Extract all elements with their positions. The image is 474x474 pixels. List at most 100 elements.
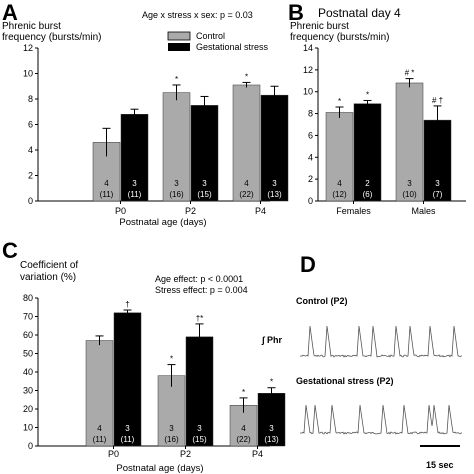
panel-c-y-tick-label: 30 <box>23 386 33 396</box>
count-n-b: 2 <box>365 179 370 188</box>
count-n-b: 3 <box>407 179 412 188</box>
panel-a-y-tick-label: 8 <box>28 94 33 104</box>
panel-b-ylabel-line2: frequency (bursts/min) <box>290 32 389 43</box>
panel-b-y-tick-label: 2 <box>308 174 313 184</box>
panel-c-y-tick-label: 50 <box>23 349 33 359</box>
legend-label-stress: Gestational stress <box>196 42 269 52</box>
significance-mark-b: # † <box>432 96 443 105</box>
panel-b-y-tick-label: 14 <box>303 43 313 53</box>
panel-a-y-tick-label: 4 <box>28 145 33 155</box>
panel-letter-b: B <box>288 0 304 25</box>
count-cells-a: (16) <box>169 190 184 199</box>
panel-a-ylabel-line1: Phrenic burst <box>2 21 61 32</box>
count-cells-c: (16) <box>164 435 179 444</box>
panel-b-y-tick-label: 0 <box>308 196 313 206</box>
panel-c-y-tick-label: 10 <box>23 423 33 433</box>
bar-b-control-males <box>395 82 424 202</box>
panel-c-ylabel-line2: variation (%) <box>20 272 76 283</box>
count-cells-c: (15) <box>192 435 207 444</box>
panel-c-annotation-line1: Age effect: p < 0.0001 <box>155 274 243 284</box>
panel-a-y-tick-label: 2 <box>28 171 33 181</box>
panel-c-y-tick-label: 70 <box>23 312 33 322</box>
panel-c-y-tick-label: 20 <box>23 404 33 414</box>
panel-letter-c: C <box>2 238 18 263</box>
panel-b-y-tick-label: 4 <box>308 152 313 162</box>
count-cells-a: (11) <box>128 190 142 199</box>
significance-mark-c: * <box>270 378 273 387</box>
significance-mark-a: * <box>175 75 178 84</box>
legend-swatch-stress <box>168 43 190 51</box>
significance-mark-c: * <box>170 355 173 364</box>
panel-a-y-tick-label: 6 <box>28 120 33 130</box>
legend-swatch-control <box>167 31 191 41</box>
panel-letter-a: A <box>2 0 18 25</box>
count-cells-c: (11) <box>121 435 135 444</box>
count-n-c: 4 <box>97 424 102 433</box>
significance-mark-a: * <box>245 72 248 81</box>
bar-a-gestational-stress-p2 <box>190 105 219 202</box>
panel-a-x-tick-label: P2 <box>185 206 196 216</box>
phrenic-trace-control <box>300 325 463 358</box>
count-n-c: 4 <box>241 424 246 433</box>
panel-letter-d: D <box>300 252 316 277</box>
count-n-c: 3 <box>269 424 274 433</box>
panel-b-y-tick-label: 10 <box>303 87 313 97</box>
panel-a-ylabel-line2: frequency (bursts/min) <box>2 32 101 43</box>
count-cells-a: (11) <box>100 190 114 199</box>
count-n-a: 4 <box>104 179 109 188</box>
trace1-title: Control (P2) <box>296 296 348 306</box>
panel-a-x-tick-label: P0 <box>115 206 126 216</box>
panel-b-title: Postnatal day 4 <box>318 6 401 20</box>
count-n-a: 3 <box>132 179 137 188</box>
count-n-c: 3 <box>169 424 174 433</box>
bar-c-gestational-stress-p4 <box>257 393 286 447</box>
count-cells-a: (15) <box>197 190 212 199</box>
panel-c-y-tick-label: 60 <box>23 330 33 340</box>
count-cells-a: (13) <box>267 190 282 199</box>
panel-b-y-tick-label: 12 <box>303 65 313 75</box>
bar-a-control-p2 <box>162 92 191 202</box>
panel-b-y-tick-label: 8 <box>308 109 313 119</box>
significance-mark-b: * <box>366 90 369 99</box>
panel-a-xlabel: Postnatal age (days) <box>119 217 206 228</box>
panel-c-y-tick-label: 0 <box>28 441 33 451</box>
count-n-b: 3 <box>435 179 440 188</box>
panel-a-y-tick-label: 12 <box>23 43 33 53</box>
panel-c-y-tick-label: 40 <box>23 367 33 377</box>
panel-b-x-tick-label: Males <box>411 206 436 216</box>
trace1-label: ∫ Phr <box>261 335 282 345</box>
significance-mark-b: # * <box>405 69 415 78</box>
trace2-title: Gestational stress (P2) <box>296 376 394 386</box>
panel-c-x-tick-label: P4 <box>252 449 263 459</box>
significance-mark-c: †* <box>196 314 204 323</box>
bar-b-control-females <box>325 112 354 202</box>
bar-c-gestational-stress-p2 <box>185 336 214 447</box>
count-n-a: 3 <box>202 179 207 188</box>
count-n-c: 3 <box>197 424 202 433</box>
count-cells-b: (12) <box>332 190 347 199</box>
count-n-a: 4 <box>244 179 249 188</box>
panel-b-ylabel-line1: Phrenic burst <box>290 21 349 32</box>
bar-a-gestational-stress-p4 <box>260 94 289 202</box>
count-cells-c: (11) <box>93 435 107 444</box>
count-cells-b: (6) <box>363 190 373 199</box>
bar-b-gestational-stress-females <box>353 103 382 202</box>
count-n-a: 3 <box>174 179 179 188</box>
count-n-a: 3 <box>272 179 277 188</box>
panel-c-x-tick-label: P0 <box>108 449 119 459</box>
count-cells-c: (22) <box>236 435 251 444</box>
bar-c-gestational-stress-p0 <box>113 312 142 447</box>
count-n-b: 4 <box>337 179 342 188</box>
panel-a-y-tick-label: 10 <box>23 69 33 79</box>
panel-b-x-tick-label: Females <box>336 206 371 216</box>
count-cells-b: (10) <box>402 190 417 199</box>
panel-c-ylabel-line1: Coefficient of <box>20 260 78 271</box>
bar-c-control-p0 <box>85 340 114 447</box>
count-cells-c: (13) <box>264 435 279 444</box>
count-cells-a: (22) <box>239 190 254 199</box>
panel-a-annotation: Age x stress x sex: p = 0.03 <box>142 10 253 20</box>
panel-b-y-tick-label: 6 <box>308 130 313 140</box>
panel-c-xlabel: Postnatal age (days) <box>116 463 203 474</box>
legend-label-control: Control <box>196 31 225 41</box>
